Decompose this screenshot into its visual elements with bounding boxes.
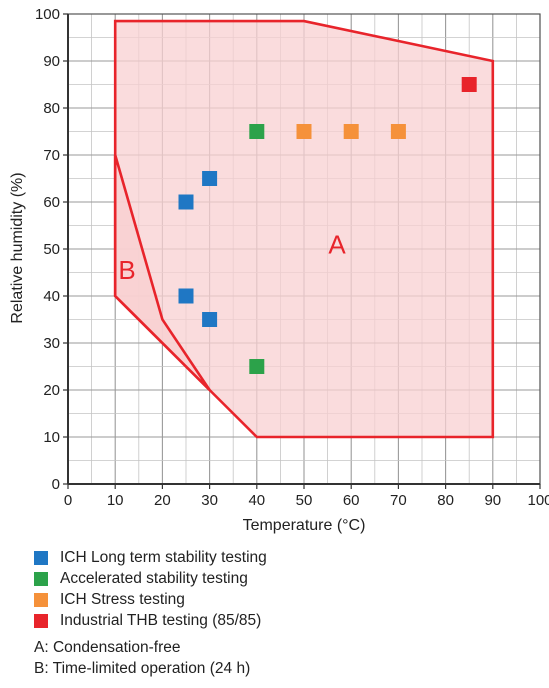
y-tick-label: 10 xyxy=(43,429,60,446)
region-note: A: Condensation-free xyxy=(34,639,181,656)
regions: AB xyxy=(113,19,495,439)
legend-swatch xyxy=(34,593,48,607)
data-point xyxy=(178,288,194,304)
x-axis-title: Temperature (°C) xyxy=(243,517,366,534)
region-notes: A: Condensation-free B: Time-limited oper… xyxy=(34,637,534,679)
data-point xyxy=(461,77,477,92)
legend-item: ICH Stress testing xyxy=(34,589,534,610)
y-tick-label: 70 xyxy=(43,147,60,164)
data-point xyxy=(249,124,265,139)
chart-svg: AB 0 10 20 30 40 50 60 70 80 90 100 01020304050607… xyxy=(9,6,549,534)
data-point xyxy=(390,124,406,139)
data-point xyxy=(343,124,359,139)
legend-swatch xyxy=(34,614,48,628)
legend-label: Accelerated stability testing xyxy=(60,570,248,587)
x-tick-labels: 0 10 20 30 40 50 60 70 80 90 100 xyxy=(64,492,549,509)
region-b xyxy=(113,154,211,391)
x-tick-label: 50 xyxy=(296,492,313,509)
legend-label: ICH Long term stability testing xyxy=(60,549,267,566)
legend-label: Industrial THB testing (85/85) xyxy=(60,612,262,629)
data-point xyxy=(202,312,218,327)
x-tick-label: 100 xyxy=(527,492,549,509)
y-axis-title: Relative humidity (%) xyxy=(9,172,26,323)
x-tick-label: 10 xyxy=(107,492,124,509)
legend-swatch xyxy=(34,551,48,565)
data-point xyxy=(202,171,218,186)
x-tick-label: 60 xyxy=(343,492,360,509)
y-tick-label: 90 xyxy=(43,53,60,70)
legend-item: ICH Long term stability testing xyxy=(34,547,534,568)
legend-label: ICH Stress testing xyxy=(60,591,185,608)
y-tick-label: 40 xyxy=(43,288,60,305)
x-tick-label: 80 xyxy=(437,492,454,509)
plot-frame xyxy=(63,13,541,489)
y-tick-label: 100 xyxy=(35,6,60,23)
legend-swatch xyxy=(34,572,48,586)
legend: ICH Long term stability testing Accelerat… xyxy=(34,547,534,631)
y-tick-labels: 0 10 20 30 40 50 60 70 80 90 100 xyxy=(35,6,60,493)
data-point xyxy=(296,124,312,139)
x-tick-label: 70 xyxy=(390,492,407,509)
legend-item: Industrial THB testing (85/85) xyxy=(34,610,534,631)
data-points xyxy=(178,77,477,374)
y-tick-label: 20 xyxy=(43,382,60,399)
region-label-a: A xyxy=(328,229,346,259)
y-tick-label: 30 xyxy=(43,335,60,352)
region-a xyxy=(113,19,495,439)
y-tick-label: 60 xyxy=(43,194,60,211)
x-tick-label: 30 xyxy=(201,492,218,509)
legend-item: Accelerated stability testing xyxy=(34,568,534,589)
y-tick-label: 80 xyxy=(43,100,60,117)
data-point xyxy=(249,359,265,374)
y-tick-label: 0 xyxy=(52,476,60,493)
x-tick-label: 0 xyxy=(64,492,72,509)
region-note: B: Time-limited operation (24 h) xyxy=(34,660,251,677)
x-tick-label: 20 xyxy=(154,492,171,509)
x-tick-label: 40 xyxy=(248,492,265,509)
y-tick-label: 50 xyxy=(43,241,60,258)
data-point xyxy=(178,194,194,210)
x-tick-label: 90 xyxy=(484,492,501,509)
region-label-b: B xyxy=(118,255,135,285)
